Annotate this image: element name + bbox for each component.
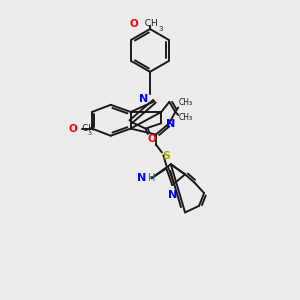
Text: N: N [168,190,177,200]
Text: N: N [137,172,146,183]
Text: N: N [139,94,148,104]
Text: 3: 3 [88,131,92,136]
Text: O: O [68,124,77,134]
Text: CH: CH [77,124,95,133]
Text: H: H [148,172,155,183]
Text: CH₃: CH₃ [179,98,193,106]
Text: N: N [166,119,175,129]
Text: O: O [148,134,157,144]
Text: O: O [130,19,139,29]
Text: CH₃: CH₃ [179,113,193,122]
Text: S: S [162,151,170,161]
Text: CH: CH [139,20,158,28]
Text: 3: 3 [158,26,163,32]
